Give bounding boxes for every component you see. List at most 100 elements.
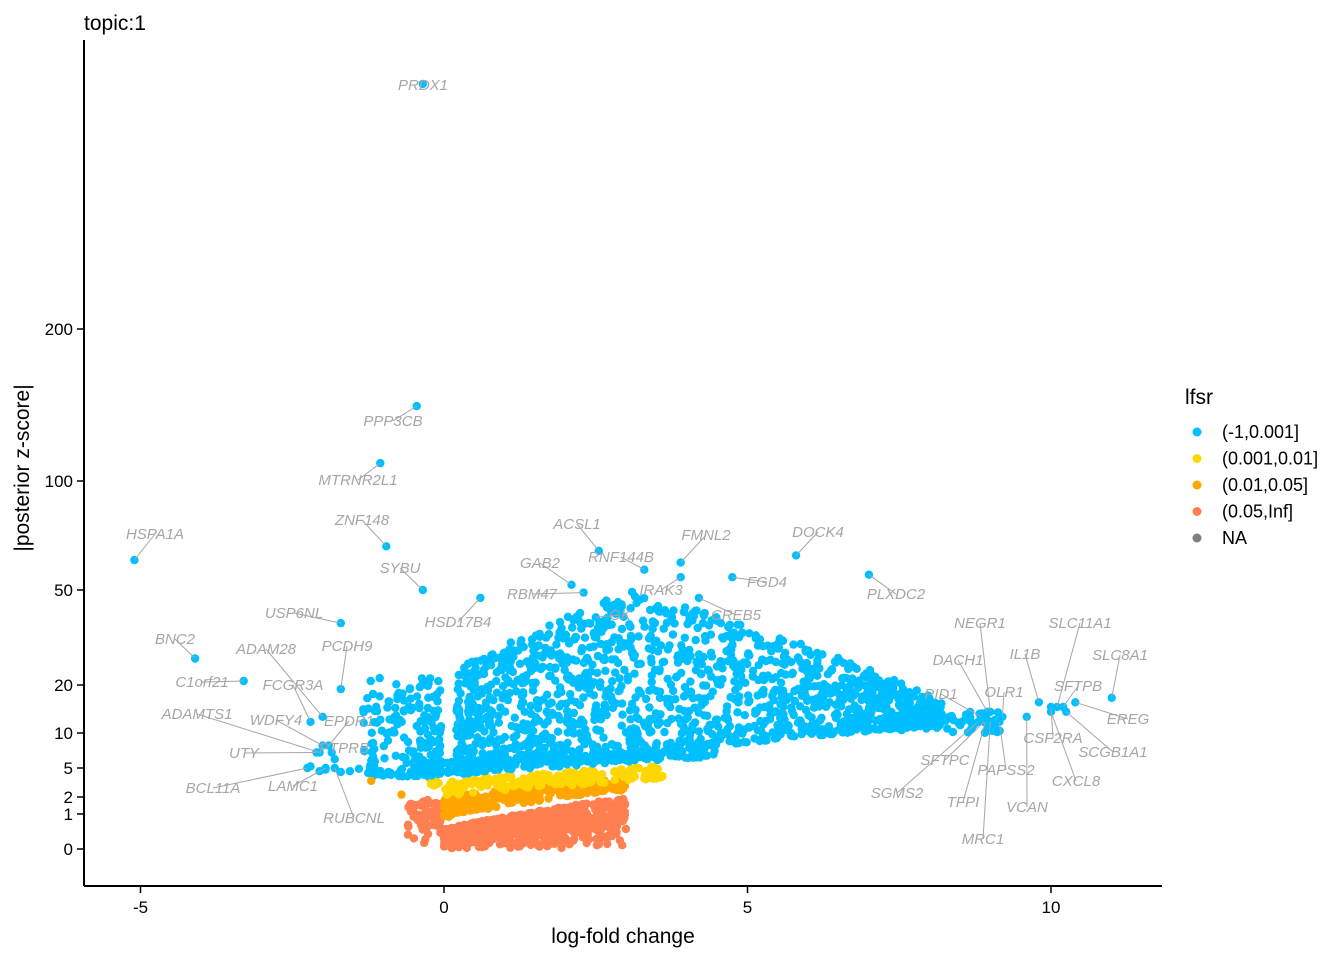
data-point (966, 713, 974, 721)
gene-label: PTPRB (319, 740, 369, 757)
x-tick-label: 0 (439, 898, 448, 917)
data-point (798, 730, 806, 738)
data-point (376, 692, 384, 700)
data-point (734, 698, 742, 706)
data-point (393, 691, 401, 699)
data-point (534, 704, 542, 712)
data-point (577, 681, 585, 689)
gene-label: EREG (1107, 711, 1150, 728)
data-point (583, 815, 591, 823)
data-point (731, 732, 739, 740)
data-point (486, 693, 494, 701)
data-point (670, 619, 678, 627)
data-point (600, 778, 608, 786)
data-point (666, 751, 674, 759)
data-point (776, 634, 784, 642)
legend-entry-label: (0.05,Inf] (1222, 502, 1293, 522)
gene-label: CSF2RA (1023, 730, 1082, 747)
data-point (527, 814, 535, 822)
data-point (403, 772, 411, 780)
data-point (853, 665, 861, 673)
data-point (496, 703, 504, 711)
data-point (775, 729, 783, 737)
data-point (384, 736, 392, 744)
data-point (459, 832, 467, 840)
data-point (581, 634, 589, 642)
data-point (487, 816, 495, 824)
data-point (876, 725, 884, 733)
data-point (507, 657, 515, 665)
data-point (580, 767, 588, 775)
data-point (791, 697, 799, 705)
data-point (405, 746, 413, 754)
data-point (418, 825, 426, 833)
data-point (568, 781, 576, 789)
data-point (628, 588, 636, 596)
data-point (741, 711, 749, 719)
data-point (784, 721, 792, 729)
data-point (493, 781, 501, 789)
data-point (697, 670, 705, 678)
gene-label: FCGR3A (263, 677, 324, 694)
data-point (410, 756, 418, 764)
data-point (504, 827, 512, 835)
data-point (590, 691, 598, 699)
data-point (430, 781, 438, 789)
data-point (726, 693, 734, 701)
data-point (844, 665, 852, 673)
data-point (407, 805, 415, 813)
data-point (529, 686, 537, 694)
data-point (545, 700, 553, 708)
data-point (845, 705, 853, 713)
data-point (610, 633, 618, 641)
data-point (611, 757, 619, 765)
data-point (482, 702, 490, 710)
data-point (435, 735, 443, 743)
data-point (608, 696, 616, 704)
data-point (777, 679, 785, 687)
data-point (653, 771, 661, 779)
data-point (575, 674, 583, 682)
data-point (483, 657, 491, 665)
data-point (557, 814, 565, 822)
data-point (616, 748, 624, 756)
data-point (912, 709, 920, 717)
data-point (839, 717, 847, 725)
data-point (811, 701, 819, 709)
gene-label: PPP3CB (363, 413, 422, 430)
legend-entry-label: (0.01,0.05] (1222, 475, 1308, 495)
data-point (577, 715, 585, 723)
data-point (558, 838, 566, 846)
data-point (473, 803, 481, 811)
data-point (681, 634, 689, 642)
data-point (527, 710, 535, 718)
data-point (424, 713, 432, 721)
data-point (637, 660, 645, 668)
data-point (554, 728, 562, 736)
data-point (758, 655, 766, 663)
data-point (896, 690, 904, 698)
data-point (552, 824, 560, 832)
gene-label: RBM47 (507, 586, 558, 603)
gene-label: DACH1 (933, 652, 984, 669)
data-point (913, 721, 921, 729)
data-point (620, 666, 628, 674)
data-point (415, 704, 423, 712)
data-point (418, 738, 426, 746)
data-point (392, 680, 400, 688)
data-point (454, 685, 462, 693)
data-point (543, 708, 551, 716)
data-point (413, 402, 421, 410)
data-point (601, 667, 609, 675)
data-point (949, 728, 957, 736)
gene-label: ADAM28 (235, 641, 297, 658)
data-point (933, 724, 941, 732)
data-point (664, 675, 672, 683)
data-point (578, 789, 586, 797)
data-point (429, 757, 437, 765)
data-point (531, 664, 539, 672)
data-point (655, 754, 663, 762)
data-point (930, 709, 938, 717)
data-point (652, 637, 660, 645)
data-point (462, 673, 470, 681)
